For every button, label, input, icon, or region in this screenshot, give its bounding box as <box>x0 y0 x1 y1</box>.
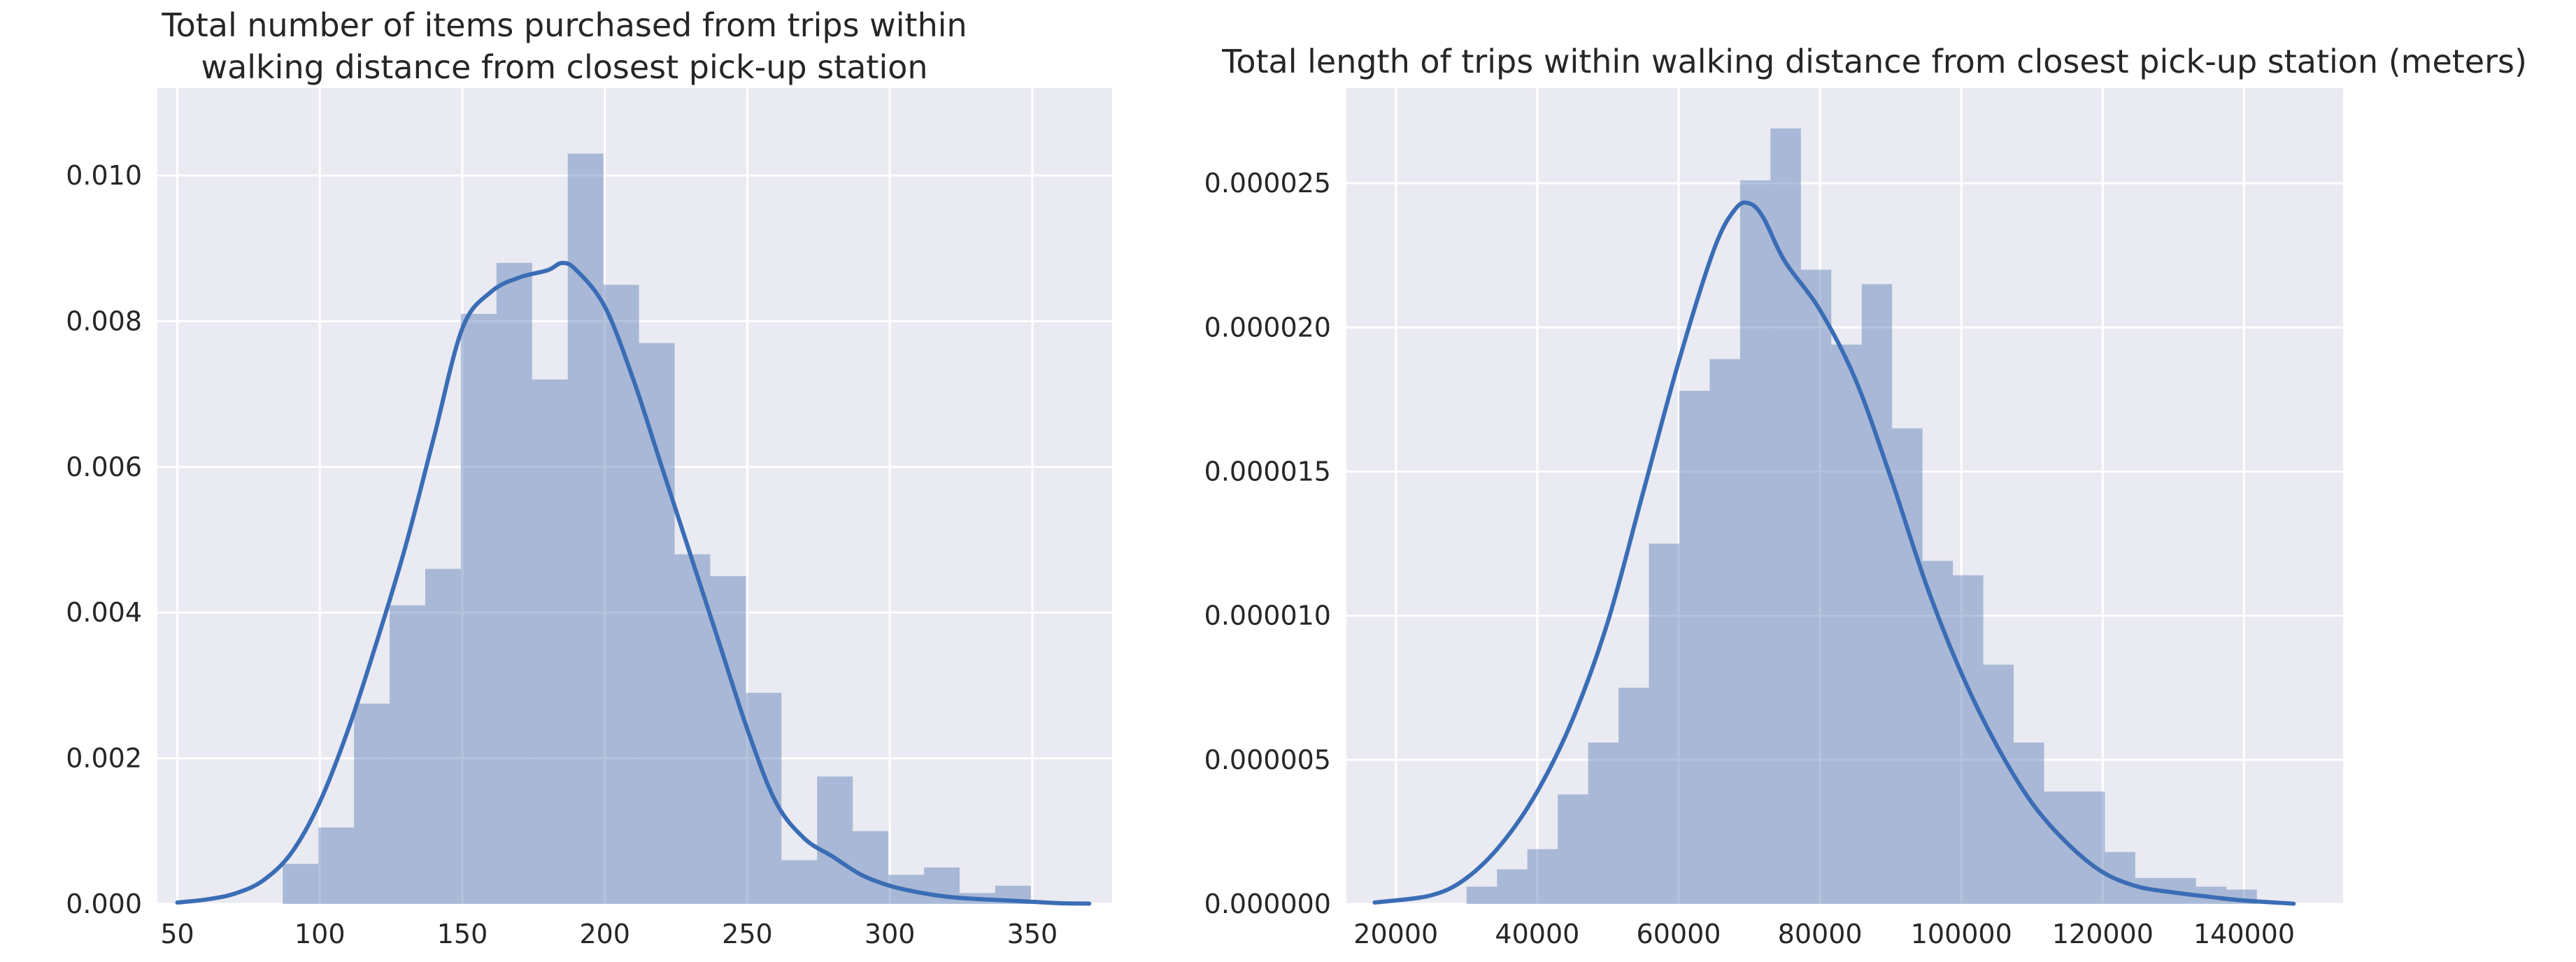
kde-curve <box>175 261 1092 906</box>
y-tick-label: 0.000 <box>66 889 142 919</box>
x-tick-label: 350 <box>1007 919 1058 949</box>
plot-area <box>1346 88 2343 904</box>
histogram-bar <box>1679 390 1710 904</box>
x-tick-label: 50 <box>160 919 194 949</box>
plot-area <box>157 88 1112 904</box>
histogram-bar <box>1588 742 1619 904</box>
y-tick-label: 0.006 <box>66 452 142 482</box>
histogram-bar <box>639 343 675 904</box>
histogram-bar <box>318 827 355 904</box>
histogram-bar <box>674 554 711 904</box>
y-tick-label: 0.000010 <box>1204 601 1331 631</box>
x-tick-label: 100000 <box>1911 919 2012 949</box>
y-tick-label: 0.000020 <box>1204 312 1331 343</box>
histogram-bar <box>532 379 568 904</box>
histogram-bar <box>1649 543 1680 904</box>
histogram-bar <box>425 568 461 904</box>
histogram-bar <box>781 860 818 904</box>
histogram-bar <box>1558 794 1588 904</box>
x-tick-label: 100 <box>294 919 346 949</box>
y-tick-label: 0.000005 <box>1204 745 1331 775</box>
chart-items-purchased: Total number of items purchased from tri… <box>66 6 1112 949</box>
histogram-bar <box>1618 687 1649 904</box>
chart-title-line-1: Total length of trips within walking dis… <box>1221 43 2527 80</box>
kde-curve <box>1372 200 2296 906</box>
y-tick-label: 0.000015 <box>1204 456 1331 487</box>
histogram-bar <box>390 605 426 904</box>
y-tick-label: 0.000000 <box>1204 889 1331 919</box>
histogram-bar <box>1497 869 1528 904</box>
x-tick-label: 250 <box>722 919 773 949</box>
chart-title-line-2: walking distance from closest pick-up st… <box>201 48 927 86</box>
y-tick-label: 0.000025 <box>1204 168 1331 199</box>
histogram-bar <box>2074 791 2105 904</box>
histogram-bar <box>1953 575 1984 904</box>
y-tick-label: 0.002 <box>66 743 142 774</box>
histogram-bar <box>1831 345 1862 904</box>
y-tick-label: 0.010 <box>66 160 142 191</box>
histogram-bar <box>283 863 319 904</box>
histogram-bar <box>1527 849 1558 904</box>
x-tick-label: 20000 <box>1353 919 1438 949</box>
x-tick-label: 150 <box>437 919 488 949</box>
x-tick-label: 200 <box>579 919 630 949</box>
histogram-bar <box>1466 886 1497 904</box>
y-tick-label: 0.004 <box>66 597 142 628</box>
histogram-bar <box>817 776 853 904</box>
histogram-bar <box>354 703 390 904</box>
histogram-bar <box>1739 180 1771 904</box>
histogram-bar <box>1861 284 1893 904</box>
x-tick-label: 120000 <box>2052 919 2154 949</box>
x-tick-label: 80000 <box>1778 919 1863 949</box>
x-tick-label: 140000 <box>2193 919 2295 949</box>
y-tick-label: 0.008 <box>66 306 142 336</box>
histogram-bar <box>1770 128 1801 904</box>
chart-trip-length: Total length of trips within walking dis… <box>1204 43 2527 949</box>
histogram-bar <box>1800 269 1832 905</box>
histogram-bar <box>2014 742 2044 904</box>
x-tick-label: 300 <box>864 919 916 949</box>
x-tick-label: 60000 <box>1637 919 1721 949</box>
x-tick-label: 40000 <box>1495 919 1579 949</box>
histogram-bar <box>603 285 639 905</box>
chart-title-line-1: Total number of items purchased from tri… <box>161 6 967 44</box>
histogram-bar <box>460 314 497 905</box>
histogram-bar <box>853 831 889 904</box>
histogram-bar <box>1892 428 1923 904</box>
histogram-bar <box>1983 664 2014 904</box>
histogram-bar <box>1709 359 1740 904</box>
histogram-bar <box>496 263 532 905</box>
